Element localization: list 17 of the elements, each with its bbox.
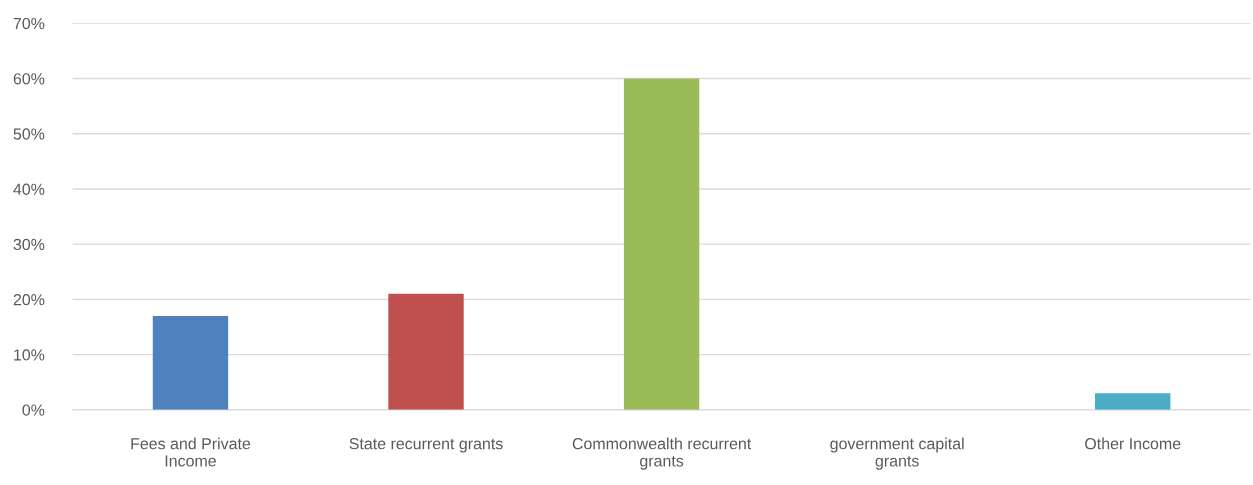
y-tick-label: 60% xyxy=(13,73,45,85)
y-tick-label: 30% xyxy=(13,238,45,251)
x-tick-label: Other Income xyxy=(1085,437,1181,450)
bar xyxy=(388,293,464,410)
y-tick-label: 50% xyxy=(13,128,45,140)
y-tick-label: 20% xyxy=(13,294,45,306)
y-tick-label: 70% xyxy=(13,17,45,30)
y-tick-label: 40% xyxy=(13,183,45,195)
y-tick-label: 10% xyxy=(14,349,45,361)
bar xyxy=(623,78,700,410)
x-tick-label: State recurrent grants xyxy=(349,438,503,453)
x-tick-label: Fees and Private Income xyxy=(131,437,251,467)
y-tick-label: 0% xyxy=(22,404,45,416)
x-tick-label: government capital grants xyxy=(830,437,964,470)
x-tick-label: Commonwealth recurrent grants xyxy=(572,437,752,470)
bar xyxy=(1095,393,1171,410)
bar xyxy=(152,315,229,410)
